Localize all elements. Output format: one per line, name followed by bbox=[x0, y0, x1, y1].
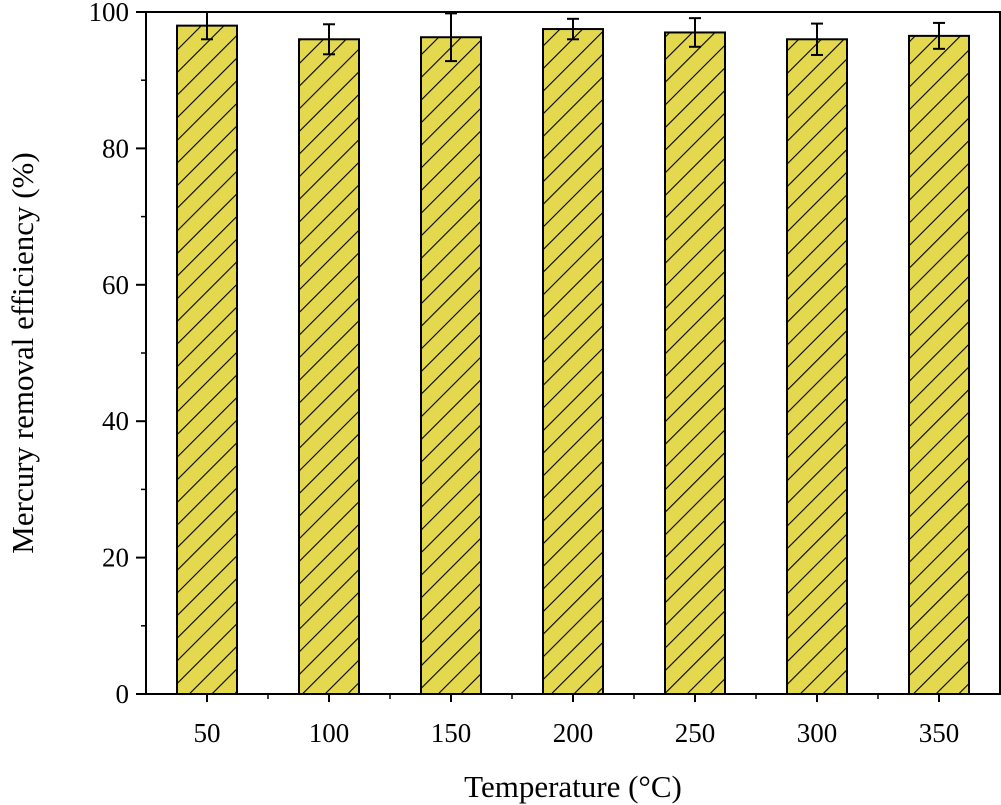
y-tick-label: 60 bbox=[102, 270, 129, 300]
bar-250 bbox=[664, 31, 726, 695]
x-tick-label: 200 bbox=[553, 718, 594, 748]
y-axis-title: Mercury removal efficiency (%) bbox=[5, 152, 40, 553]
y-tick-label: 0 bbox=[116, 679, 130, 709]
y-axis-ticks: 0 20 40 60 80 100 bbox=[89, 0, 146, 709]
error-bar-100 bbox=[323, 23, 335, 56]
y-tick-label: 100 bbox=[89, 0, 130, 27]
x-tick-label: 350 bbox=[919, 718, 960, 748]
error-bar-150 bbox=[445, 12, 457, 63]
bar-200 bbox=[542, 28, 604, 696]
x-axis-ticks: 50 100 150 200 250 300 350 bbox=[194, 694, 960, 748]
x-tick-label: 150 bbox=[431, 718, 472, 748]
bar-100 bbox=[298, 38, 360, 695]
bar-350 bbox=[908, 34, 970, 696]
error-bar-200 bbox=[567, 17, 579, 41]
x-tick-label: 300 bbox=[797, 718, 838, 748]
bar-300 bbox=[786, 38, 848, 695]
y-tick-label: 40 bbox=[102, 406, 129, 436]
bars-layer bbox=[176, 24, 970, 696]
bar-150 bbox=[420, 36, 482, 695]
error-bar-300 bbox=[811, 22, 823, 56]
x-tick-label: 50 bbox=[194, 718, 221, 748]
y-tick-label: 80 bbox=[102, 133, 129, 163]
bar-50 bbox=[176, 24, 238, 695]
y-tick-label: 20 bbox=[102, 543, 129, 573]
error-bars-layer bbox=[201, 11, 945, 63]
x-tick-label: 100 bbox=[309, 718, 350, 748]
x-axis-title: Temperature (°C) bbox=[464, 769, 682, 804]
x-tick-label: 250 bbox=[675, 718, 716, 748]
error-bar-250 bbox=[689, 17, 701, 48]
error-bar-350 bbox=[933, 21, 945, 50]
